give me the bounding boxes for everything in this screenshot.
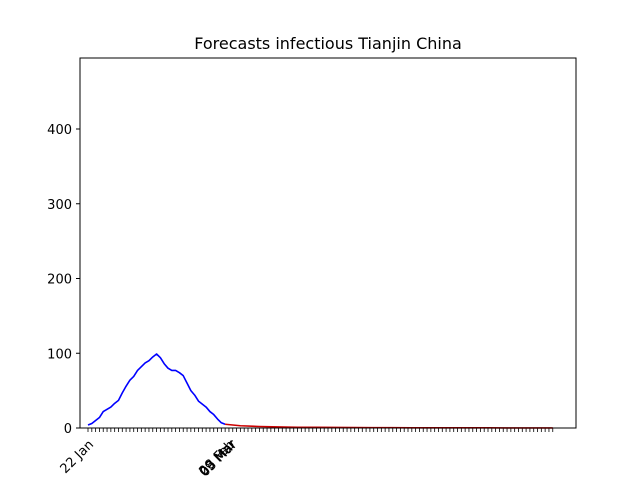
plot-frame [79,57,577,429]
y-tick-label: 100 [47,347,72,362]
series-line-observed [87,353,226,426]
y-tick-label: 200 [47,273,72,288]
y-tick-label: 300 [47,198,72,213]
chart-title: Forecasts infectious Tianjin China [194,34,462,53]
y-tick-label: 400 [47,123,72,138]
y-tick-label: 0 [64,422,72,437]
